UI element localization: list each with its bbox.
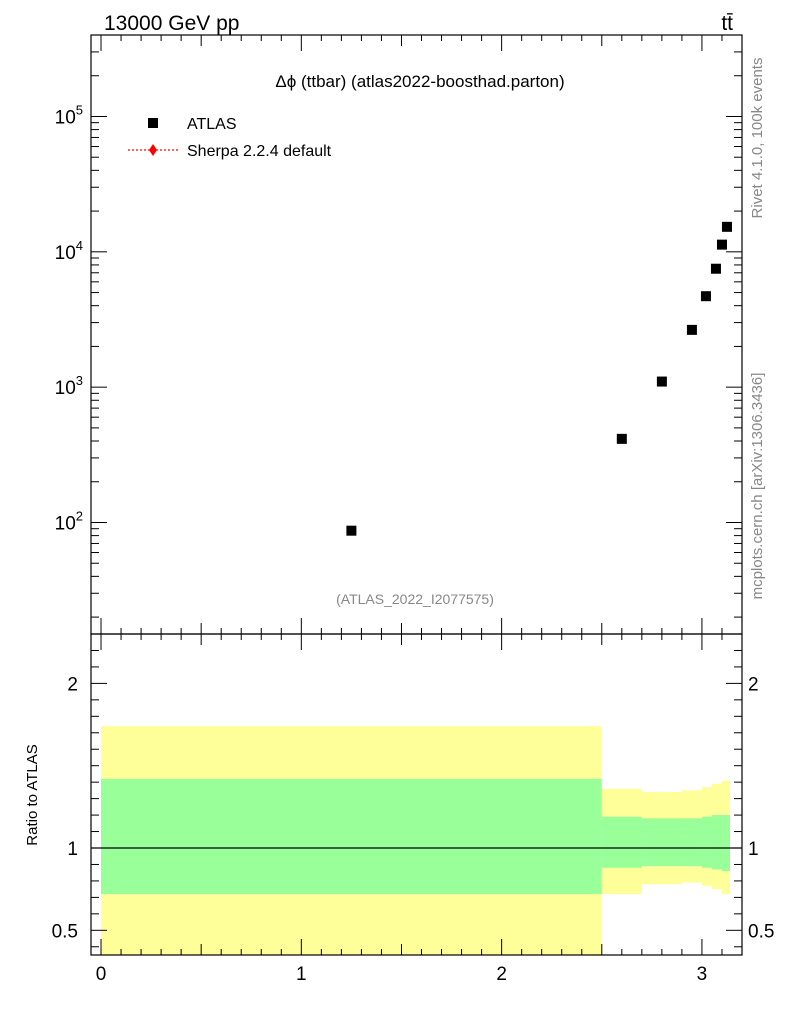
analysis-watermark: (ATLAS_2022_I2077575) — [336, 591, 494, 607]
y-tick-label: 104 — [55, 238, 83, 264]
rivet-version-text: Rivet 4.1.0, 100k events — [749, 58, 766, 219]
stat-uncertainty-band — [711, 815, 722, 870]
stat-uncertainty-band — [701, 816, 712, 868]
ratio-frame — [90, 633, 743, 956]
x-tick-label: 0 — [96, 964, 107, 985]
mcplots-reference-text: mcplots.cern.ch [arXiv:1306.3436] — [749, 373, 766, 600]
y-tick-label: 103 — [55, 373, 83, 399]
y-tick-label: 105 — [55, 102, 83, 128]
legend: ATLAS Sherpa 2.2.4 default — [128, 116, 332, 160]
legend-sherpa-marker — [149, 144, 157, 156]
main-data-points — [346, 221, 732, 536]
ratio-y-axis-label: Ratio to ATLAS — [24, 744, 41, 845]
ratio-y-tick-labels: 0.5 0.5 1 1 2 2 — [52, 674, 775, 942]
stat-uncertainty-band — [641, 818, 682, 867]
ratio-axis-ticks — [91, 634, 742, 955]
atlas-data-point — [686, 324, 697, 335]
ratio-y-tick-label-right: 0.5 — [748, 921, 774, 942]
stat-uncertainty-band — [101, 778, 602, 895]
main-title: Δϕ (ttbar) (atlas2022-boosthad.parton) — [275, 72, 564, 91]
ratio-panel: 0.5 0.5 1 1 2 2 0 1 2 3 Ratio to ATLAS — [24, 633, 775, 985]
ratio-y-tick-label-left: 0.5 — [52, 921, 78, 942]
main-panel: 102 103 104 105 Δϕ (ttbar) (atlas2022-boost… — [55, 34, 743, 635]
stat-uncertainty-band — [601, 816, 642, 868]
atlas-data-point — [716, 239, 727, 250]
header-right: tt̄ — [721, 12, 733, 35]
x-tick-labels: 0 1 2 3 — [96, 964, 708, 985]
atlas-data-point — [346, 525, 357, 536]
x-tick-label: 1 — [296, 964, 307, 985]
header-left: 13000 GeV pp — [104, 12, 239, 35]
legend-atlas-label: ATLAS — [187, 116, 237, 133]
atlas-data-point — [700, 291, 711, 302]
x-tick-label: 2 — [496, 964, 507, 985]
ratio-y-tick-label-right: 1 — [748, 839, 759, 860]
ratio-uncertainty-bands — [101, 726, 730, 955]
ratio-y-tick-label-left: 1 — [67, 839, 78, 860]
atlas-data-point — [710, 263, 721, 274]
main-y-tick-labels: 102 103 104 105 — [55, 102, 83, 534]
ratio-y-tick-label-right: 2 — [748, 674, 759, 695]
y-tick-label: 102 — [55, 508, 83, 534]
stat-uncertainty-band — [721, 815, 730, 872]
atlas-data-point — [616, 433, 627, 444]
ratio-y-tick-label-left: 2 — [67, 674, 78, 695]
main-axis-ticks — [91, 34, 742, 634]
legend-sherpa-label: Sherpa 2.2.4 default — [187, 143, 332, 160]
legend-atlas-marker — [148, 118, 158, 128]
atlas-data-point — [656, 376, 667, 387]
stat-uncertainty-band — [681, 818, 702, 867]
atlas-data-point — [721, 221, 732, 232]
x-tick-label: 3 — [697, 964, 708, 985]
